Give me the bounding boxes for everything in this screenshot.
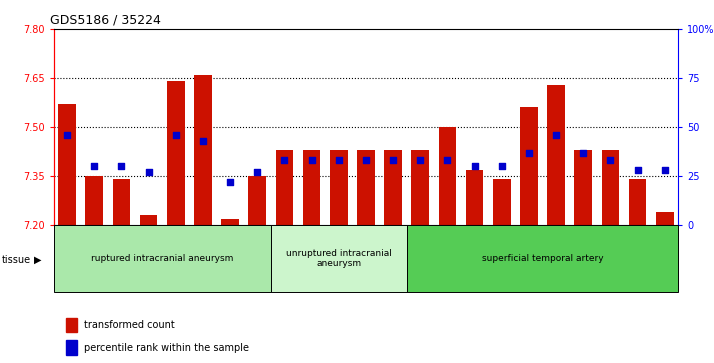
Bar xyxy=(66,340,77,355)
Bar xyxy=(194,75,212,225)
Point xyxy=(116,163,127,169)
Point xyxy=(197,138,208,144)
Bar xyxy=(248,176,266,225)
Point xyxy=(469,163,481,169)
Bar xyxy=(574,150,592,225)
Point xyxy=(251,169,263,175)
Text: unruptured intracranial
aneurysm: unruptured intracranial aneurysm xyxy=(286,249,392,268)
Bar xyxy=(167,81,185,225)
Point xyxy=(605,158,616,163)
Bar xyxy=(113,179,130,225)
Point xyxy=(550,132,562,138)
FancyBboxPatch shape xyxy=(407,225,678,292)
Text: ▶: ▶ xyxy=(34,254,42,265)
Bar xyxy=(547,85,565,225)
Bar xyxy=(411,150,429,225)
Bar xyxy=(59,104,76,225)
Point xyxy=(278,158,290,163)
Point xyxy=(170,132,181,138)
Bar xyxy=(140,215,158,225)
Bar xyxy=(438,127,456,225)
Point xyxy=(388,158,399,163)
Point xyxy=(361,158,372,163)
Bar xyxy=(384,150,402,225)
Point xyxy=(224,179,236,185)
Bar xyxy=(66,318,77,332)
Bar xyxy=(86,176,103,225)
Bar xyxy=(520,107,538,225)
Text: GDS5186 / 35224: GDS5186 / 35224 xyxy=(51,13,161,26)
Point xyxy=(632,167,643,173)
Point xyxy=(89,163,100,169)
Point xyxy=(523,150,535,155)
Text: percentile rank within the sample: percentile rank within the sample xyxy=(84,343,248,352)
FancyBboxPatch shape xyxy=(271,225,407,292)
Point xyxy=(659,167,670,173)
Point xyxy=(61,132,73,138)
Bar xyxy=(276,150,293,225)
Text: tissue: tissue xyxy=(2,254,31,265)
Bar xyxy=(303,150,321,225)
Bar xyxy=(357,150,375,225)
Text: ruptured intracranial aneurysm: ruptured intracranial aneurysm xyxy=(91,254,233,263)
Bar xyxy=(330,150,348,225)
Bar xyxy=(656,212,673,225)
Point xyxy=(496,163,508,169)
Point xyxy=(578,150,589,155)
Bar xyxy=(221,219,239,225)
Point xyxy=(143,169,154,175)
Point xyxy=(333,158,344,163)
Point xyxy=(415,158,426,163)
Text: transformed count: transformed count xyxy=(84,320,174,330)
Text: superficial temporal artery: superficial temporal artery xyxy=(482,254,603,263)
FancyBboxPatch shape xyxy=(54,225,271,292)
Bar xyxy=(466,170,483,225)
Point xyxy=(442,158,453,163)
Bar xyxy=(629,179,646,225)
Bar xyxy=(602,150,619,225)
Bar xyxy=(493,179,511,225)
Point xyxy=(306,158,317,163)
